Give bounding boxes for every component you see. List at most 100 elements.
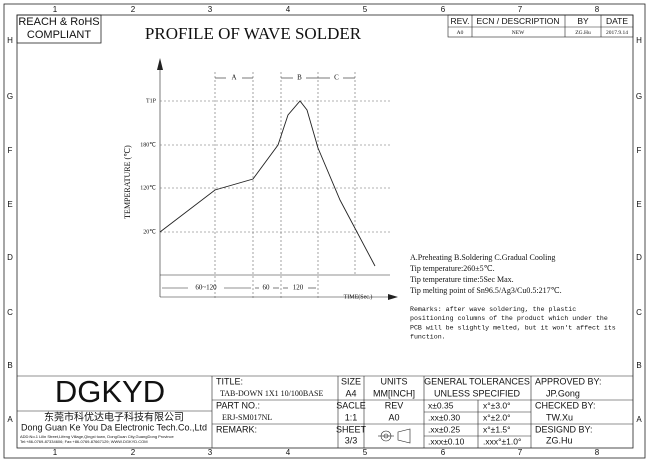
temperature-label: 120℃ [140,185,156,191]
guide-lines [160,72,390,300]
zone-column: 2 [131,448,136,457]
temperature-label: 20℃ [143,229,156,235]
revision-header: DATE [606,16,628,26]
field-value: ERJ-SM017NL [222,413,272,422]
field-label: UNLESS SPECIFIED [434,388,521,398]
tolerance: x°±3.0° [483,400,511,410]
zone-row: G [636,92,642,101]
remark: PCB will be slightly melted, but it won'… [410,324,616,331]
revision-table [447,14,634,38]
profile-curve [159,100,376,267]
company-name-cn: 东莞市科优达电子科技有限公司 [44,411,184,424]
field-label: CHECKED BY: [535,400,596,410]
revision-header: BY [577,16,589,26]
zone-row: A [7,415,13,424]
field-value: 1:1 [345,412,358,422]
zone-row: E [7,200,12,209]
field-value: A0 [388,412,399,422]
field-label: SACLE [336,400,366,410]
tolerance: .xxx±0.10 [428,436,465,446]
field-value: ZG.Hu [546,435,573,445]
zone-row: G [7,92,13,101]
phase-dimensions [162,77,355,289]
zone-column: 7 [518,5,523,14]
field-label: REMARK: [216,424,257,434]
tolerance: .xxx°±1.0° [483,436,521,446]
duration-label: 60~120 [195,284,217,292]
temperature-label: T1P [146,98,157,104]
revision-header: ECN / DESCRIPTION [476,16,559,26]
compliance-label: COMPLIANT [27,29,91,41]
projection-symbol [378,428,411,444]
tolerance: .xx±0.25 [428,424,460,434]
note: A.Preheating B.Soldering C.Gradual Cooli… [410,253,555,262]
duration-label: 60 [263,284,271,292]
revision-cell: 2017.9.14 [606,30,628,36]
field-label: REV [385,400,404,410]
compliance-label: REACH & RoHS [18,16,99,28]
y-axis-title: TEMPERATURE (℃) [123,145,132,219]
zone-column: 3 [208,5,213,14]
compliance-box [16,14,102,44]
field-label: GENERAL TOLERANCES [424,376,530,386]
zone-column: 1 [53,5,58,14]
outer-frame [3,3,646,459]
note: Tip melting point of Sn96.5/Ag3/Cu0.5:21… [410,286,562,295]
zone-row: H [7,36,13,45]
phase-label: B [297,74,302,82]
drawing-title: PROFILE OF WAVE SOLDER [145,24,362,43]
zone-column: 8 [595,448,600,457]
field-value: A4 [345,388,356,398]
revision-cell: NEW [512,30,525,36]
zone-column: 4 [286,5,291,14]
field-value: JP.Gong [546,388,580,398]
zone-row: C [7,308,13,317]
field-label: SIZE [341,376,361,386]
field-label: SHEET [336,424,367,434]
field-value: TAB-DOWN 1X1 10/100BASE [220,389,323,398]
company-logo: DGKYD [55,374,165,409]
field-label: UNITS [381,376,408,386]
zone-column: 6 [441,5,446,14]
tolerance: x°±1.5° [483,424,511,434]
zone-row: A [636,415,642,424]
company-name-en: Dong Guan Ke You Da Electronic Tech.Co.,… [21,422,207,432]
zone-row: H [636,36,642,45]
zone-row: C [636,308,642,317]
company-address: ADD:No.1 Lilin Street,Lifeng Village,Qin… [20,434,174,439]
x-axis-title: TIME(Sec.) [344,293,373,300]
field-label: APPROVED BY: [535,376,602,386]
zone-column: 8 [595,5,600,14]
zone-row: B [636,361,641,370]
zone-row: E [636,200,641,209]
inner-frame [16,14,634,449]
zone-column: 7 [518,448,523,457]
field-label: PART NO.: [216,400,260,410]
temperature-label: 180℃ [140,142,156,148]
phase-label: A [231,74,236,82]
zone-column: 6 [441,448,446,457]
zone-row: D [636,253,642,262]
tolerance: x±0.35 [428,400,454,410]
zone-row: D [7,253,13,262]
zone-row: F [8,146,13,155]
phase-label: C [334,74,339,82]
title-block [17,375,633,448]
zone-column: 4 [286,448,291,457]
field-label: TITLE: [216,376,243,386]
zone-column: 5 [363,5,368,14]
remark: Remarks: after wave soldering, the plast… [410,306,576,313]
remark: function. [410,334,446,341]
revision-cell: A0 [457,30,464,36]
duration-label: 120 [293,284,304,292]
note: Tip temperature:260±5℃. [410,264,495,273]
zone-row: B [7,361,12,370]
note: Tip temperature time:5Sec Max. [410,275,514,284]
field-value: TW.Xu [546,412,573,422]
zone-column: 3 [208,448,213,457]
zone-column: 2 [131,5,136,14]
revision-header: REV. [450,16,469,26]
zone-column: 1 [53,448,58,457]
